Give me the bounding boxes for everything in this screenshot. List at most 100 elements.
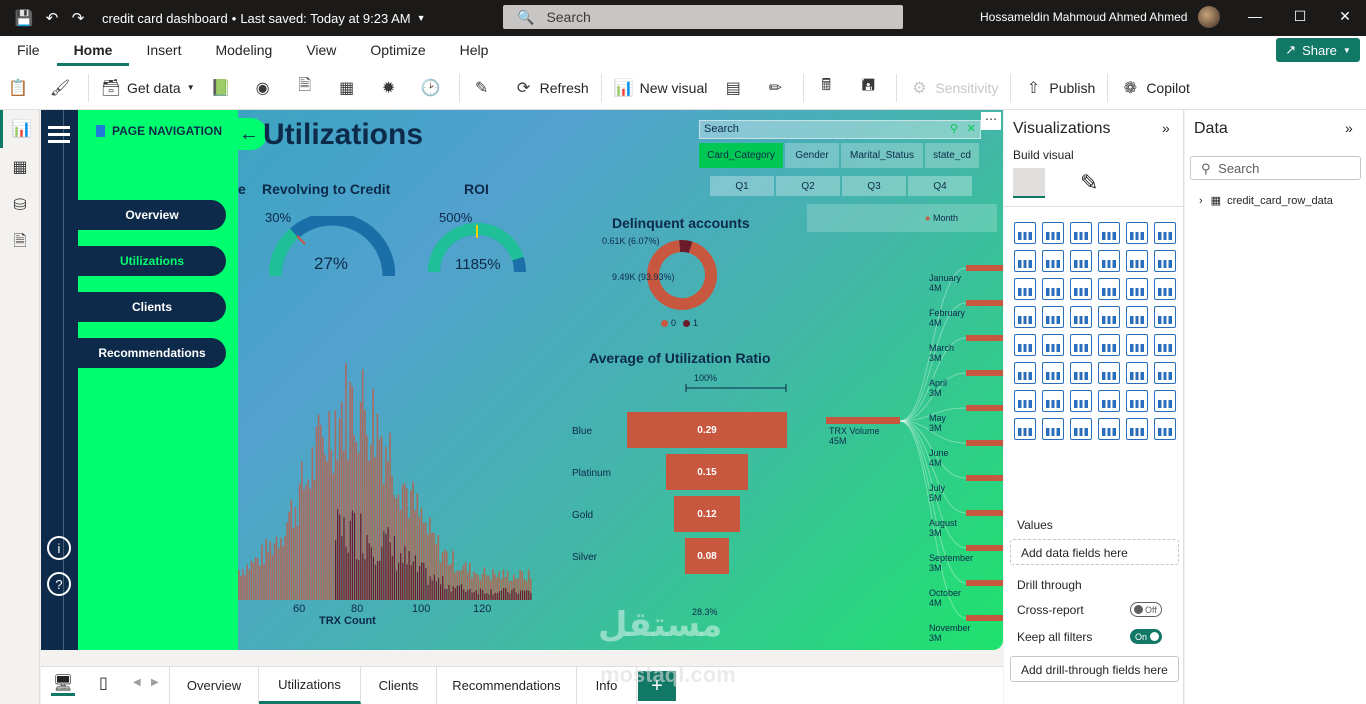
visual-type-icon[interactable] — [1098, 306, 1120, 328]
field-chip-gender[interactable]: Gender — [785, 143, 839, 168]
sql-button[interactable]: 🗎 — [287, 70, 329, 106]
menu-file[interactable]: File — [17, 42, 40, 58]
nav-button-utilizations[interactable]: Utilizations — [78, 246, 226, 276]
tab-utilizations[interactable]: Utilizations — [259, 667, 361, 704]
keep-filters-toggle[interactable]: On — [1130, 629, 1162, 644]
menu-optimize[interactable]: Optimize — [370, 42, 426, 58]
mobile-view-icon[interactable]: ▯ — [99, 675, 108, 692]
tab-recommendations[interactable]: Recommendations — [437, 667, 577, 704]
visual-type-icon[interactable] — [1154, 390, 1176, 412]
more-options-icon[interactable]: ⋯ — [981, 112, 1001, 130]
nav-button-overview[interactable]: Overview — [78, 200, 226, 230]
get-data-button[interactable]: 🗃 Get data ▼ — [100, 79, 195, 97]
field-chip-card-category[interactable]: Card_Category — [699, 143, 783, 168]
visual-type-icon[interactable] — [1070, 390, 1092, 412]
visual-type-icon[interactable] — [1042, 390, 1064, 412]
visual-type-icon[interactable] — [1154, 306, 1176, 328]
visual-type-icon[interactable] — [1014, 250, 1036, 272]
menu-modeling[interactable]: Modeling — [215, 42, 273, 58]
visual-type-icon[interactable] — [1126, 222, 1148, 244]
tab-clients[interactable]: Clients — [361, 667, 437, 704]
recent-sources-button[interactable]: 🕑 — [413, 70, 455, 106]
visual-type-icon[interactable] — [1014, 222, 1036, 244]
menu-view[interactable]: View — [306, 42, 337, 58]
visual-type-icon[interactable] — [1014, 390, 1036, 412]
tab-info[interactable]: Info — [577, 667, 637, 704]
global-search[interactable]: 🔍 Search — [503, 5, 903, 29]
visual-type-icon[interactable] — [1014, 362, 1036, 384]
file-title[interactable]: credit card dashboard — [102, 10, 228, 26]
visual-type-icon[interactable] — [1014, 418, 1036, 440]
new-measure-button[interactable]: 🖩 — [808, 70, 850, 106]
visual-type-icon[interactable] — [1042, 334, 1064, 356]
visual-type-icon[interactable] — [1098, 334, 1120, 356]
tree-bar-august[interactable] — [966, 510, 1003, 516]
publish-button[interactable]: ⇧ Publish — [1015, 70, 1103, 106]
values-well[interactable]: Add data fields here — [1010, 539, 1179, 565]
paste-button[interactable]: 📋 — [0, 70, 42, 106]
tree-bar-february[interactable] — [966, 300, 1003, 306]
table-item[interactable]: › ▦ credit_card_row_data — [1199, 194, 1333, 208]
visual-type-icon[interactable] — [1014, 306, 1036, 328]
visual-type-icon[interactable] — [1070, 250, 1092, 272]
undo-icon[interactable]: ↶ — [45, 10, 59, 27]
sensitivity-button[interactable]: ⚙ Sensitivity — [901, 70, 1006, 106]
quarter-q2[interactable]: Q2 — [776, 176, 840, 196]
month-slicer-header[interactable]: ● Month — [807, 204, 997, 232]
visual-type-icon[interactable] — [1042, 306, 1064, 328]
new-visual-button[interactable]: 📊 New visual — [613, 79, 708, 97]
text-box-button[interactable]: ▤ — [715, 70, 757, 106]
quarter-q1[interactable]: Q1 — [710, 176, 774, 196]
visual-type-icon[interactable] — [1042, 418, 1064, 440]
share-button[interactable]: ↗ Share ▼ — [1276, 38, 1360, 62]
visual-type-icon[interactable] — [1098, 362, 1120, 384]
visual-type-icon[interactable] — [1042, 250, 1064, 272]
slicer-search-input[interactable]: Search ⚲ ✕ — [699, 120, 981, 139]
scroll-right-icon[interactable]: ▶ — [151, 677, 159, 688]
visual-type-icon[interactable] — [1154, 222, 1176, 244]
data-search-input[interactable]: ⚲ Search — [1190, 156, 1361, 180]
close-icon[interactable]: ✕ — [1339, 8, 1351, 24]
more-visuals-button[interactable]: ✏ — [757, 70, 799, 106]
visual-type-icon[interactable] — [1126, 362, 1148, 384]
quarter-q3[interactable]: Q3 — [842, 176, 906, 196]
cross-report-toggle[interactable]: Off — [1130, 602, 1162, 617]
help-icon[interactable]: ? — [47, 572, 71, 596]
funnel-bar[interactable]: 0.08 — [684, 538, 730, 574]
visual-type-icon[interactable] — [1126, 306, 1148, 328]
add-page-button[interactable]: + — [638, 671, 676, 701]
dataverse-button[interactable]: ✹ — [371, 70, 413, 106]
menu-help[interactable]: Help — [459, 42, 489, 58]
clear-icon[interactable]: ✕ — [966, 123, 976, 135]
visual-type-icon[interactable] — [1070, 362, 1092, 384]
visual-type-icon[interactable] — [1098, 250, 1120, 272]
funnel-bar[interactable]: 0.29 — [627, 412, 787, 448]
hamburger-icon[interactable] — [48, 126, 70, 144]
visual-type-icon[interactable] — [1042, 222, 1064, 244]
copilot-button[interactable]: ❁ Copilot — [1112, 70, 1198, 106]
info-icon[interactable]: i — [47, 536, 71, 560]
scroll-left-icon[interactable]: ◀ — [133, 677, 141, 688]
tree-bar-may[interactable] — [966, 405, 1003, 411]
visual-type-icon[interactable] — [1070, 418, 1092, 440]
visual-type-icon[interactable] — [1042, 362, 1064, 384]
visual-type-icon[interactable] — [1070, 222, 1092, 244]
visual-type-icon[interactable] — [1098, 278, 1120, 300]
tree-bar-november[interactable] — [966, 615, 1003, 621]
visual-type-icon[interactable] — [1098, 222, 1120, 244]
tree-bar-january[interactable] — [966, 265, 1003, 271]
tree-bar-october[interactable] — [966, 580, 1003, 586]
quick-measure-button[interactable]: 🖪 — [850, 70, 892, 106]
nav-button-clients[interactable]: Clients — [78, 292, 226, 322]
chevron-down-icon[interactable]: ▼ — [416, 13, 426, 23]
save-icon[interactable]: 💾 — [14, 10, 34, 27]
nav-button-recommendations[interactable]: Recommendations — [78, 338, 226, 368]
visual-type-icon[interactable] — [1126, 334, 1148, 356]
tree-bar-july[interactable] — [966, 475, 1003, 481]
maximize-icon[interactable]: ☐ — [1293, 8, 1307, 24]
visual-type-icon[interactable] — [1126, 250, 1148, 272]
field-chip-state[interactable]: state_cd — [925, 143, 979, 168]
minimize-icon[interactable]: — — [1248, 8, 1262, 24]
build-visual-icon[interactable] — [1013, 168, 1045, 198]
collapse-icon[interactable]: » — [1345, 120, 1353, 136]
